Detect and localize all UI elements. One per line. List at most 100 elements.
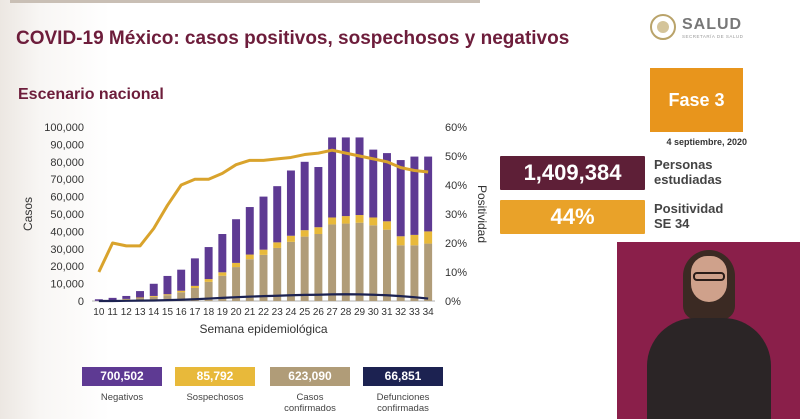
glasses-icon [693,272,725,281]
x-tick-label: 20 [230,307,242,318]
y-tick-label: 0 [78,296,84,308]
legend-negativos: 700,502 Negativos [82,367,162,403]
y2-tick-label: 40% [445,180,467,192]
bar-sospechosos [149,295,158,297]
bar-casos-confirmados [410,245,419,301]
legend-confirmados: 623,090 Casos confirmados [270,367,350,414]
top-rule [10,0,480,3]
legend-confirmados-label: Casos confirmados [284,392,336,414]
x-tick-label: 18 [203,307,215,318]
logo-sub: SECRETARÍA DE SALUD [682,33,744,39]
bar-negativos [396,160,405,237]
bar-sospechosos [273,242,282,248]
y-tick-label: 90,000 [50,139,84,151]
y2-tick-label: 50% [445,151,467,163]
bar-sospechosos [396,236,405,246]
bar-negativos [369,149,378,218]
y-tick-label: 70,000 [50,174,84,186]
bar-negativos [273,186,282,243]
bar-sospechosos [300,230,309,237]
bar-casos-confirmados [355,222,364,301]
bar-casos-confirmados [286,241,295,301]
x-tick-label: 30 [368,307,380,318]
y-tick-label: 30,000 [50,244,84,256]
x-tick-label: 31 [381,307,393,318]
legend-defunciones-label: Defunciones confirmadas [376,392,430,414]
x-tick-label: 23 [272,307,284,318]
bar-casos-confirmados [300,236,309,301]
bar-casos-confirmados [369,225,378,301]
bar-sospechosos [314,227,323,235]
bar-negativos [424,156,433,232]
bar-sospechosos [232,262,241,268]
x-tick-label: 17 [189,307,201,318]
bar-sospechosos [410,234,419,246]
bar-sospechosos [341,216,350,224]
x-tick-label: 28 [340,307,352,318]
positivity-label-line1: Positividad [654,201,724,216]
y-tick-label: 10,000 [50,279,84,291]
x-tick-label: 25 [299,307,311,318]
bar-sospechosos [245,254,254,260]
bar-negativos [232,219,241,263]
bar-negativos [136,291,144,298]
legend-confirmados-value: 623,090 [270,367,350,386]
legend-sospechosos-label: Sospechosos [186,392,244,403]
bar-casos-confirmados [204,281,213,301]
legend-negativos-label: Negativos [100,392,144,403]
y2-tick-label: 10% [445,267,467,279]
bar-negativos [149,283,158,296]
x-tick-label: 32 [395,307,407,318]
report-date: 4 septiembre, 2020 [666,137,747,147]
x-tick-label: 24 [285,307,297,318]
bar-casos-confirmados [190,287,199,301]
seal-icon [650,14,676,40]
y-tick-label: 80,000 [50,157,84,169]
y-tick-label: 60,000 [50,192,84,204]
bar-negativos [190,258,199,286]
x-tick-label: 21 [244,307,256,318]
bar-negativos [314,167,323,228]
bar-negativos [122,295,131,299]
chart-panel [0,0,490,419]
interpreter-body [647,318,771,419]
bar-casos-confirmados [232,267,241,301]
x-tick-label: 12 [121,307,133,318]
defunciones-line [98,293,429,303]
y2-tick-label: 30% [445,209,467,221]
bar-sospechosos [177,290,186,293]
y-tick-label: 50,000 [50,209,84,221]
phase-badge: Fase 3 [650,68,743,132]
bar-sospechosos [218,272,227,276]
x-tick-label: 14 [148,307,160,318]
x-tick-label: 33 [409,307,421,318]
salud-logo: SALUD SECRETARÍA DE SALUD [650,14,743,40]
x-tick-label: 16 [176,307,188,318]
x-tick-label: 26 [313,307,325,318]
cases-chart: 0 10,000 20,000 30,000 40,000 50,000 60,000 70,… [21,122,489,336]
bar-negativos [286,170,295,236]
bar-negativos [163,275,172,295]
x-tick-label: 27 [327,307,339,318]
x-tick-label: 13 [134,307,146,318]
y2-tick-label: 0% [445,296,461,308]
legend-sospechosos: 85,792 Sospechosos [175,367,255,403]
bar-casos-confirmados [149,296,158,301]
studied-label-line1: Personas [654,157,713,172]
bar-casos-confirmados [328,224,337,301]
bar-casos-confirmados [245,259,254,301]
bar-sospechosos [259,249,268,255]
bar-casos-confirmados [259,254,268,301]
bar-sospechosos [424,231,433,244]
bar-negativos [259,196,268,250]
bar-negativos [383,153,391,222]
bar-negativos [177,269,186,291]
bar-negativos [245,207,254,255]
x-tick-label: 11 [107,307,118,318]
studied-value: 1,409,384 [500,156,645,190]
positivity-label: Positividad SE 34 [654,201,723,231]
bar-negativos [108,297,117,301]
x-tick-label: 22 [258,307,270,318]
bar-casos-confirmados [396,245,405,301]
y-tick-label: 40,000 [50,226,84,238]
